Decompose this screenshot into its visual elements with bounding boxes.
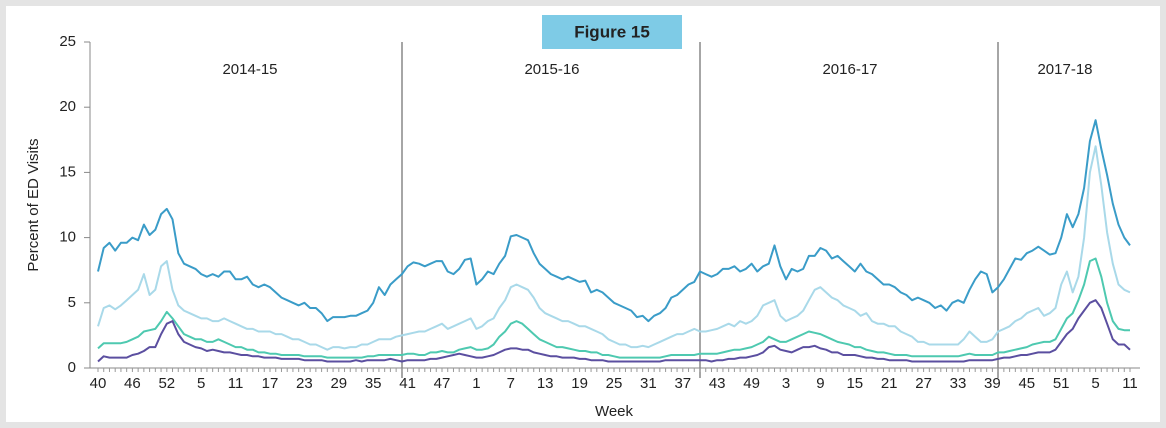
season-label: 2014-15 xyxy=(222,61,277,78)
x-tick-label: 51 xyxy=(1053,375,1070,392)
x-tick-label: 39 xyxy=(984,375,1001,392)
x-tick-label: 33 xyxy=(950,375,967,392)
x-tick-label: 41 xyxy=(399,375,416,392)
x-tick-label: 25 xyxy=(606,375,623,392)
season-label: 2016-17 xyxy=(822,61,877,78)
x-tick-label: 17 xyxy=(262,375,279,392)
x-tick-label: 5 xyxy=(1091,375,1099,392)
x-tick-label: 46 xyxy=(124,375,141,392)
x-tick-label: 15 xyxy=(846,375,863,392)
y-tick-label: 5 xyxy=(68,294,76,311)
badge-box xyxy=(542,15,682,49)
x-tick-label: 3 xyxy=(782,375,790,392)
x-tick-label: 47 xyxy=(434,375,451,392)
x-tick-label: 5 xyxy=(197,375,205,392)
x-tick-label: 23 xyxy=(296,375,313,392)
y-tick-label: 15 xyxy=(59,163,76,180)
x-tick-label: 35 xyxy=(365,375,382,392)
x-tick-label: 19 xyxy=(571,375,588,392)
series-line xyxy=(97,145,1131,351)
x-tick-label: 45 xyxy=(1018,375,1035,392)
x-tick-label: 49 xyxy=(743,375,760,392)
y-axis-label: Percent of ED Visits xyxy=(25,138,42,271)
x-tick-label: 1 xyxy=(472,375,480,392)
y-tick-label: 20 xyxy=(59,98,76,115)
x-tick-label: 31 xyxy=(640,375,657,392)
x-tick-label: 13 xyxy=(537,375,554,392)
x-tick-label: 52 xyxy=(158,375,175,392)
y-tick-label: 10 xyxy=(59,229,76,246)
x-tick-label: 7 xyxy=(507,375,515,392)
chart-background xyxy=(6,6,1160,422)
badge: Figure 15 xyxy=(574,22,650,41)
x-tick-label: 27 xyxy=(915,375,932,392)
x-tick-label: 43 xyxy=(709,375,726,392)
season-label: 2015-16 xyxy=(524,61,579,78)
y-tick-label: 0 xyxy=(68,359,76,376)
x-tick-label: 29 xyxy=(330,375,347,392)
x-axis-label: Week xyxy=(595,403,634,420)
x-tick-label: 37 xyxy=(674,375,691,392)
x-tick-label: 9 xyxy=(816,375,824,392)
x-tick-label: 11 xyxy=(228,375,244,392)
x-tick-label: 11 xyxy=(1122,375,1138,392)
series-line xyxy=(97,299,1131,363)
y-tick-label: 25 xyxy=(59,33,76,50)
series-line xyxy=(97,257,1130,359)
x-tick-label: 40 xyxy=(90,375,107,392)
x-tick-label: 21 xyxy=(881,375,898,392)
series-line xyxy=(97,119,1131,323)
season-label: 2017-18 xyxy=(1037,61,1092,78)
